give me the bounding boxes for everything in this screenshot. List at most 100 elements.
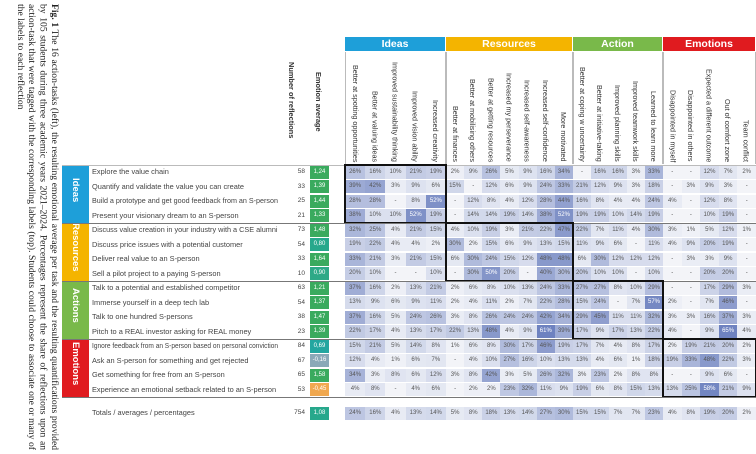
percentage-cell: 27% xyxy=(573,281,591,295)
reflection-count: 73 xyxy=(297,226,305,233)
percentage-cell: 2% xyxy=(464,383,483,396)
percentage-cell: 2% xyxy=(737,165,756,179)
percentage-cell: 1% xyxy=(446,339,465,353)
reflection-count: 23 xyxy=(297,327,305,335)
column-label: Improved sustainability thinking xyxy=(390,62,400,162)
column-header: Disappointed in others xyxy=(682,52,701,164)
percentage-cell: 10% xyxy=(425,267,446,280)
reflection-count: 33 xyxy=(297,182,305,190)
percentage-cell: 9% xyxy=(405,296,426,309)
percentage-cell: 17% xyxy=(609,325,627,338)
percentage-cell: 21% xyxy=(405,223,426,237)
percentage-cell: 58% xyxy=(700,383,719,396)
percentage-cell: 17% xyxy=(425,325,446,338)
percentage-cell: 27% xyxy=(500,354,519,367)
column-label: More motivated xyxy=(558,112,568,162)
percentage-cell: 38% xyxy=(536,209,555,222)
percentage-cell: 2% xyxy=(464,238,483,251)
reflection-count: 65 xyxy=(297,371,305,378)
task-name: Deliver real value to an S-person xyxy=(92,254,200,263)
percentage-cell: 7% xyxy=(627,406,645,420)
percentage-cell: - xyxy=(446,194,465,208)
percentage-cell: - xyxy=(663,267,682,280)
percentage-cell: 3% xyxy=(663,310,682,324)
percentage-cell: - xyxy=(737,267,756,280)
percentage-cell: 4% xyxy=(446,223,465,237)
percentage-cell: 14% xyxy=(464,209,483,222)
percentage-cell: 25% xyxy=(681,383,701,396)
percentage-cell: 24% xyxy=(536,180,555,193)
percentage-cell: 10% xyxy=(591,267,609,280)
task-name: Talk to one hundred S-persons xyxy=(92,312,193,321)
percentage-cell: 2% xyxy=(446,165,465,179)
percentage-cell: 15% xyxy=(446,180,465,193)
column-label: Better at coping w uncertainty xyxy=(578,67,587,162)
percentage-cell: 9% xyxy=(554,383,573,396)
task-name: Immerse yourself in a deep tech lab xyxy=(92,297,210,307)
percentage-cell: - xyxy=(446,383,465,396)
percentage-cell: 24% xyxy=(645,194,663,208)
emotion-average: 1,37 xyxy=(310,296,329,309)
percentage-cell: 12% xyxy=(627,252,645,266)
percentage-cell: 19% xyxy=(573,383,591,396)
percentage-cell: - xyxy=(663,281,682,295)
percentage-cell: 6% xyxy=(425,180,446,193)
percentage-cell: - xyxy=(737,368,756,382)
percentage-cell: 37% xyxy=(345,310,366,324)
percentage-cell: 3% xyxy=(446,368,465,382)
percentage-cell: 15% xyxy=(627,383,645,396)
percentage-cell: 14% xyxy=(627,209,645,222)
column-header: Better at getting resources xyxy=(482,52,500,164)
percentage-cell: 57% xyxy=(645,296,663,309)
percentage-cell: 13% xyxy=(405,406,426,420)
percentage-cell: 21% xyxy=(425,281,446,295)
column-label: Disappointed in others xyxy=(685,90,695,162)
percentage-cell: 19% xyxy=(663,354,682,367)
percentage-cell: 15% xyxy=(573,296,591,309)
percentage-cell: 32% xyxy=(345,223,366,237)
percentage-cell: 13% xyxy=(345,296,366,309)
column-label: Learned to learn more xyxy=(649,91,658,162)
percentage-cell: 5% xyxy=(385,310,406,324)
percentage-cell: 15% xyxy=(591,406,609,420)
reflection-count: 10 xyxy=(297,269,305,277)
percentage-cell: 11% xyxy=(609,310,627,324)
figure-label: Fig. 1 xyxy=(49,4,60,28)
percentage-cell: 4% xyxy=(464,354,483,367)
column-label: Increased self-confidence xyxy=(540,80,550,162)
task-name: Discuss price issues with a potential cu… xyxy=(92,239,243,249)
percentage-cell: 4% xyxy=(737,325,756,338)
percentage-cell: 20% xyxy=(700,267,719,280)
percentage-cell: 10% xyxy=(627,281,645,295)
percentage-cell: 10% xyxy=(385,209,406,222)
percentage-cell: 24% xyxy=(482,252,501,266)
emotion-average: 1,44 xyxy=(310,194,329,208)
percentage-cell: 14% xyxy=(405,339,426,353)
percentage-cell: 46% xyxy=(536,339,555,353)
percentage-cell: 32% xyxy=(645,310,663,324)
percentage-cell: 8% xyxy=(482,339,501,353)
column-label: Better at finances xyxy=(451,106,461,162)
percentage-cell: 4% xyxy=(500,325,519,338)
percentage-cell: - xyxy=(446,267,465,280)
percentage-cell: - xyxy=(737,180,756,193)
percentage-cell: 24% xyxy=(518,310,537,324)
percentage-cell: 3% xyxy=(385,180,406,193)
percentage-cell: 2% xyxy=(482,383,501,396)
percentage-cell: 8% xyxy=(645,368,663,382)
percentage-cell: 61% xyxy=(536,325,555,338)
percentage-cell: 12% xyxy=(718,223,738,237)
task-name: Discuss value creation in your industry … xyxy=(92,225,278,234)
totals-label: Totals / averages / percentages xyxy=(92,408,195,417)
percentage-cell: 11% xyxy=(482,296,501,309)
reflection-count: 67 xyxy=(297,356,305,364)
percentage-cell: 23% xyxy=(500,383,519,396)
percentage-cell: 9% xyxy=(365,296,386,309)
percentage-cell: 6% xyxy=(609,238,627,251)
percentage-cell: 26% xyxy=(425,310,446,324)
column-label: Improved teamwork skills xyxy=(631,81,640,162)
percentage-cell: 21% xyxy=(365,339,386,353)
percentage-cell: 14% xyxy=(518,406,537,420)
percentage-cell: 21% xyxy=(518,223,537,237)
percentage-cell: 44% xyxy=(554,194,573,208)
